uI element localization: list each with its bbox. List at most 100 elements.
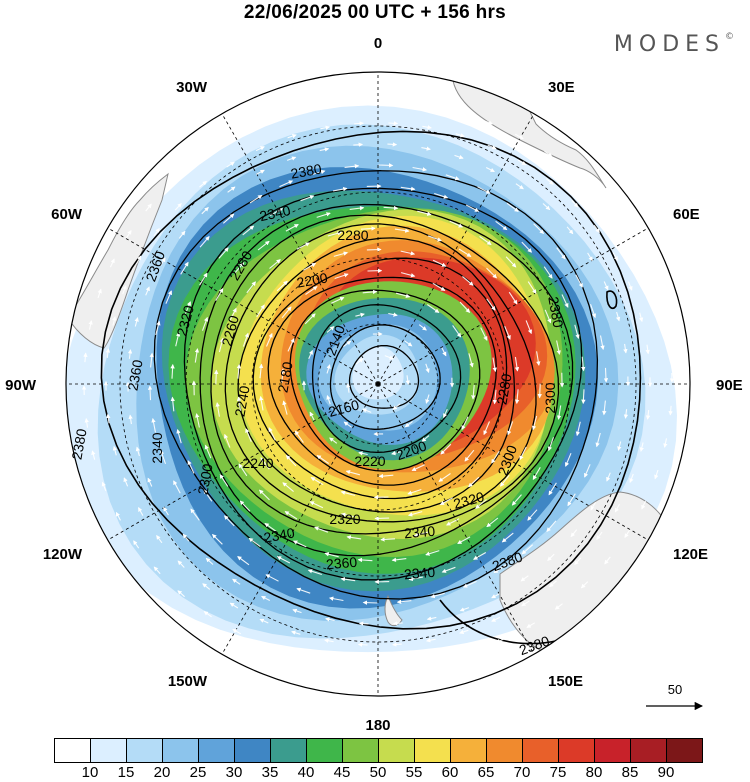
wind-vector — [133, 540, 140, 549]
wind-vector — [175, 331, 181, 347]
wind-vector — [204, 444, 212, 459]
wind-vector — [232, 578, 241, 585]
wind-vector — [190, 508, 200, 521]
wind-vector — [309, 411, 315, 421]
wind-vector — [176, 428, 182, 444]
wind-vector — [355, 358, 364, 365]
wind-vector — [462, 275, 474, 286]
wind-vector — [458, 248, 472, 257]
south-pole-marker — [375, 381, 381, 387]
wind-vector — [520, 575, 529, 582]
wind-vector — [587, 252, 593, 262]
wind-vector — [517, 159, 527, 166]
legend-bin — [270, 738, 307, 763]
wind-vector — [153, 228, 160, 237]
legend-tick-label: 10 — [81, 764, 99, 781]
wind-vector — [343, 421, 352, 428]
wind-vector — [193, 158, 202, 165]
wind-vector — [477, 186, 491, 194]
lon-label-60e: 60E — [673, 206, 700, 223]
contour-label: 2160 — [327, 396, 361, 420]
wind-vector — [400, 186, 416, 191]
wind-vector — [97, 288, 102, 299]
legend-tick-label: 65 — [477, 764, 495, 781]
legend-bin — [162, 738, 199, 763]
wind-vector — [417, 102, 428, 108]
wind-vector — [603, 367, 609, 383]
wind-vector — [170, 363, 175, 379]
wind-vector — [280, 368, 285, 383]
wind-vector — [533, 223, 545, 235]
wind-vector — [602, 400, 607, 416]
wind-vector — [105, 348, 111, 358]
contour-label: 2240 — [242, 455, 273, 471]
legend-tick-label: 15 — [117, 764, 135, 781]
wind-vector — [514, 389, 520, 405]
wind-vector — [156, 535, 163, 544]
wind-vector — [145, 203, 152, 212]
wind-vector — [595, 193, 603, 202]
wind-vector — [232, 628, 242, 635]
legend-tick-label: 45 — [333, 764, 351, 781]
wind-vector — [527, 281, 537, 294]
wind-vector — [521, 241, 533, 253]
wind-vector — [407, 511, 423, 517]
wind-vector — [309, 501, 324, 509]
wind-vector — [149, 352, 154, 368]
wind-vector — [627, 281, 633, 291]
wind-vector — [441, 347, 447, 357]
legend-bin — [486, 738, 523, 763]
wind-vector — [459, 301, 471, 313]
wind-vector — [556, 340, 561, 355]
wind-vector — [194, 348, 200, 363]
wind-vector — [408, 576, 423, 582]
wind-vector — [281, 306, 292, 319]
wind-vector — [269, 208, 283, 216]
wind-vector — [184, 301, 192, 316]
wind-vector — [109, 258, 115, 268]
wind-vector — [506, 202, 519, 212]
wind-vector — [282, 482, 294, 493]
legend-bin — [342, 738, 379, 763]
wind-vector — [112, 316, 117, 326]
wind-vector — [170, 396, 175, 412]
chart-title: 22/06/2025 00 UTC + 156 hrs — [243, 2, 507, 23]
height-contour — [348, 344, 420, 409]
wind-vector — [349, 100, 360, 105]
wind-vector — [629, 473, 634, 483]
wind-vector — [262, 643, 273, 648]
contour-label: 2280 — [493, 372, 514, 406]
wind-vector — [547, 553, 555, 562]
wind-vector — [500, 474, 510, 487]
wind-vector — [344, 164, 360, 169]
wind-vector — [417, 210, 432, 216]
wind-vector — [340, 577, 356, 582]
wind-vector — [615, 311, 621, 322]
wind-vector — [606, 472, 611, 482]
wind-vector — [616, 219, 623, 228]
wind-vector — [256, 304, 265, 318]
wind-vector — [438, 473, 451, 482]
contour-label: 2360 — [124, 358, 145, 392]
wind-vector — [412, 166, 428, 172]
legend-tick-label: 70 — [513, 764, 531, 781]
wind-vector — [279, 180, 294, 188]
wind-vector — [507, 421, 514, 436]
wind-vector — [425, 550, 440, 556]
wind-vector — [182, 533, 190, 542]
wind-vector — [623, 343, 628, 354]
copyright-mark: © — [725, 32, 734, 42]
legend-bin — [558, 738, 595, 763]
wind-vector — [589, 304, 597, 319]
wind-vector — [218, 247, 229, 259]
wind-vector — [525, 320, 532, 335]
wind-vector — [180, 261, 189, 275]
wind-vector — [407, 488, 422, 495]
wind-vector — [487, 144, 497, 150]
wind-vector — [362, 408, 372, 413]
wind-vector — [584, 464, 591, 478]
wind-vector — [464, 449, 475, 462]
wind-vector — [229, 602, 239, 609]
wind-vector — [145, 286, 150, 296]
